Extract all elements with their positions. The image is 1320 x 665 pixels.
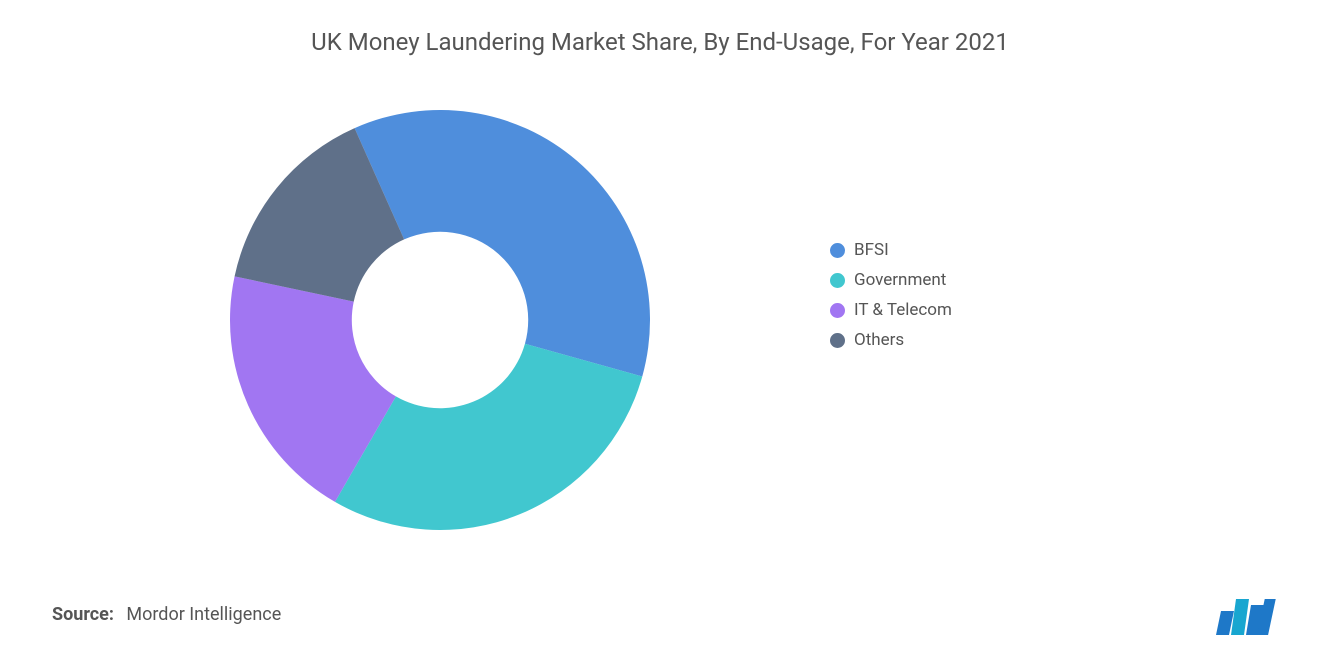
legend-item: BFSI: [830, 240, 952, 260]
legend-label: BFSI: [854, 240, 889, 260]
legend-item: IT & Telecom: [830, 300, 952, 320]
donut-slice: [355, 110, 650, 376]
legend-swatch: [830, 243, 845, 258]
legend-item: Government: [830, 270, 952, 290]
legend-label: Others: [854, 330, 904, 350]
legend-swatch: [830, 273, 845, 288]
source-attribution: Source: Mordor Intelligence: [52, 604, 281, 625]
source-label: Source:: [52, 604, 114, 625]
brand-logo: [1216, 593, 1282, 635]
donut-chart: [230, 110, 650, 530]
legend-swatch: [830, 333, 845, 348]
chart-legend: BFSI Government IT & Telecom Others: [830, 240, 952, 350]
legend-label: Government: [854, 270, 946, 290]
legend-label: IT & Telecom: [854, 300, 952, 320]
chart-title: UK Money Laundering Market Share, By End…: [0, 0, 1320, 56]
source-text: Mordor Intelligence: [126, 604, 281, 625]
legend-swatch: [830, 303, 845, 318]
donut-slice: [335, 344, 642, 530]
legend-item: Others: [830, 330, 952, 350]
